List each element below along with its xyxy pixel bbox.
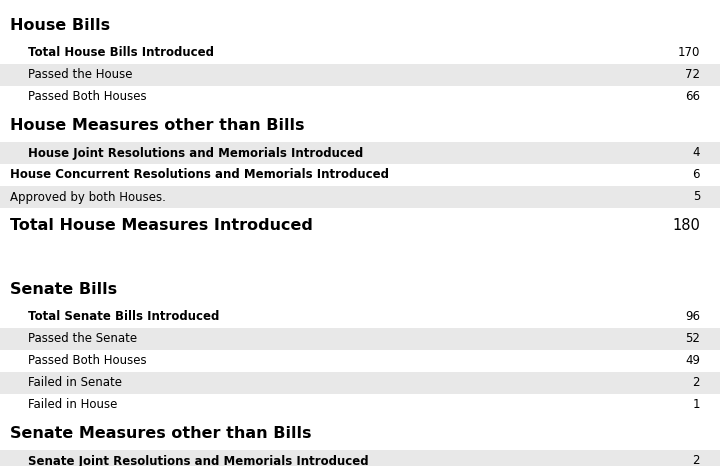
Text: 4: 4 — [693, 146, 700, 159]
Text: Passed Both Houses: Passed Both Houses — [28, 90, 147, 103]
Bar — [0, 328, 720, 350]
Bar — [0, 372, 720, 394]
Text: Total House Measures Introduced: Total House Measures Introduced — [10, 218, 313, 233]
Text: 6: 6 — [693, 169, 700, 181]
Text: House Concurrent Resolutions and Memorials Introduced: House Concurrent Resolutions and Memoria… — [10, 169, 389, 181]
Text: Failed in Senate: Failed in Senate — [28, 377, 122, 390]
Bar — [0, 64, 720, 86]
Text: Total Senate Bills Introduced: Total Senate Bills Introduced — [28, 310, 220, 323]
Text: Senate Bills: Senate Bills — [10, 281, 117, 296]
Text: House Joint Resolutions and Memorials Introduced: House Joint Resolutions and Memorials In… — [28, 146, 364, 159]
Text: 66: 66 — [685, 90, 700, 103]
Text: 2: 2 — [693, 454, 700, 466]
Text: 72: 72 — [685, 69, 700, 82]
Text: Passed the House: Passed the House — [28, 69, 132, 82]
Text: 170: 170 — [678, 47, 700, 60]
Bar — [0, 186, 720, 208]
Text: 49: 49 — [685, 355, 700, 368]
Text: 1: 1 — [693, 398, 700, 411]
Text: 96: 96 — [685, 310, 700, 323]
Text: Failed in House: Failed in House — [28, 398, 117, 411]
Text: 2: 2 — [693, 377, 700, 390]
Bar — [0, 142, 720, 164]
Text: 5: 5 — [693, 191, 700, 204]
Text: Senate Measures other than Bills: Senate Measures other than Bills — [10, 425, 312, 440]
Text: House Measures other than Bills: House Measures other than Bills — [10, 117, 305, 132]
Text: 52: 52 — [685, 333, 700, 345]
Text: Senate Joint Resolutions and Memorials Introduced: Senate Joint Resolutions and Memorials I… — [28, 454, 369, 466]
Text: House Bills: House Bills — [10, 18, 110, 33]
Text: Approved by both Houses.: Approved by both Houses. — [10, 191, 166, 204]
Text: 180: 180 — [672, 218, 700, 233]
Bar — [0, 450, 720, 466]
Text: Passed the Senate: Passed the Senate — [28, 333, 137, 345]
Text: Passed Both Houses: Passed Both Houses — [28, 355, 147, 368]
Text: Total House Bills Introduced: Total House Bills Introduced — [28, 47, 214, 60]
